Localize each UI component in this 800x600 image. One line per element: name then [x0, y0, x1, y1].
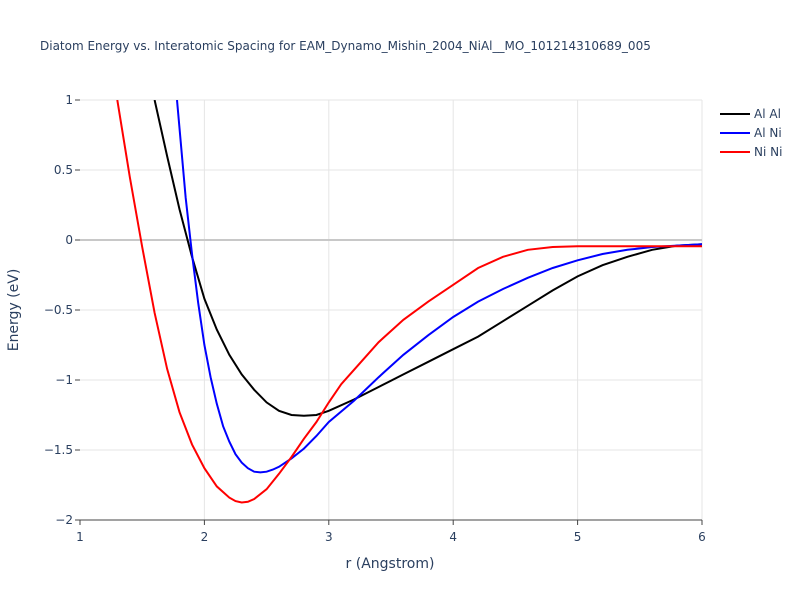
y-tick-label: −1.5: [44, 443, 73, 457]
x-axis-ticks: 1 2 3 4 5 6: [76, 520, 706, 544]
legend-label: Al Ni: [754, 126, 782, 140]
x-tick-label: 4: [449, 530, 457, 544]
y-tick-label: 0: [65, 233, 73, 247]
y-tick-label: 1: [65, 93, 73, 107]
zero-line: [80, 239, 702, 521]
y-tick-label: −0.5: [44, 303, 73, 317]
legend-item-1[interactable]: Al Ni: [720, 126, 782, 140]
series-line-2: [116, 100, 702, 504]
series-group: [116, 100, 702, 504]
y-tick-label: 0.5: [54, 163, 73, 177]
legend-item-0[interactable]: Al Al: [720, 107, 781, 121]
y-tick-label: −1: [55, 373, 73, 387]
x-tick-label: 5: [574, 530, 582, 544]
x-tick-label: 2: [201, 530, 209, 544]
x-tick-label: 1: [76, 530, 84, 544]
legend-item-2[interactable]: Ni Ni: [720, 145, 782, 159]
series-line-0: [153, 100, 702, 417]
y-tick-label: −2: [55, 513, 73, 527]
chart-title: Diatom Energy vs. Interatomic Spacing fo…: [40, 39, 651, 53]
series-line-1: [176, 100, 702, 474]
legend[interactable]: Al Al Al Ni Ni Ni: [720, 107, 782, 159]
legend-label: Al Al: [754, 107, 781, 121]
x-tick-label: 3: [325, 530, 333, 544]
y-axis-title: Energy (eV): [6, 269, 22, 352]
legend-label: Ni Ni: [754, 145, 782, 159]
y-axis-ticks: 1 0.5 0 −0.5 −1 −1.5 −2: [44, 93, 80, 527]
x-tick-label: 6: [698, 530, 706, 544]
x-axis-title: r (Angstrom): [346, 556, 435, 572]
